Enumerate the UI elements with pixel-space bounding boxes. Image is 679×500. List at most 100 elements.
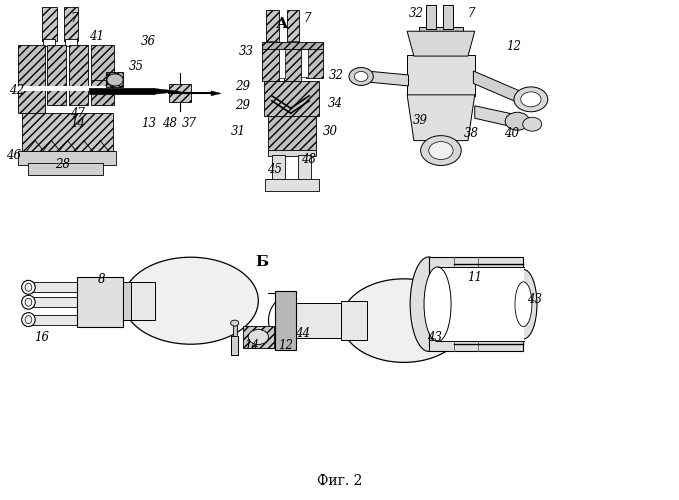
Ellipse shape (22, 295, 35, 309)
Bar (106, 72, 123, 88)
Text: 32: 32 (408, 8, 424, 20)
Text: 14: 14 (71, 116, 86, 130)
Text: 28: 28 (55, 158, 70, 171)
Text: Фиг. 2: Фиг. 2 (317, 474, 362, 488)
Text: 31: 31 (231, 125, 246, 138)
Bar (48, 88, 67, 105)
Bar (297, 154, 311, 180)
Ellipse shape (25, 284, 32, 292)
Text: Б: Б (255, 256, 268, 270)
Bar (29, 282, 83, 292)
Bar (29, 163, 103, 175)
Ellipse shape (25, 298, 32, 306)
Bar (437, 267, 524, 342)
Bar (268, 150, 316, 156)
Bar (426, 5, 436, 28)
Text: 35: 35 (129, 60, 144, 72)
Polygon shape (407, 55, 475, 96)
Bar (29, 297, 83, 307)
Text: 47: 47 (71, 107, 86, 120)
Circle shape (421, 136, 461, 166)
Text: 43: 43 (527, 293, 542, 306)
Ellipse shape (515, 282, 532, 327)
Bar (18, 86, 115, 88)
Bar (18, 150, 116, 166)
Bar (284, 47, 301, 81)
Ellipse shape (510, 270, 537, 339)
Bar (69, 88, 88, 105)
Text: 8: 8 (98, 274, 105, 286)
Text: 38: 38 (464, 126, 479, 140)
Bar (232, 336, 238, 355)
Bar (301, 48, 308, 77)
Bar (306, 47, 323, 78)
Bar (43, 38, 56, 46)
Text: 39: 39 (413, 114, 428, 127)
Bar (267, 41, 277, 47)
Ellipse shape (123, 257, 258, 344)
Bar (261, 47, 278, 81)
Bar (295, 303, 343, 338)
Circle shape (107, 74, 123, 86)
Polygon shape (475, 106, 521, 126)
Text: 41: 41 (88, 30, 104, 43)
Bar (272, 154, 285, 180)
Ellipse shape (410, 257, 447, 352)
Text: 48: 48 (162, 116, 177, 130)
Polygon shape (407, 31, 475, 56)
Bar (29, 314, 83, 324)
Text: А: А (276, 17, 288, 31)
Bar (65, 38, 77, 46)
Bar (128, 282, 155, 320)
Ellipse shape (22, 312, 35, 326)
Circle shape (523, 117, 542, 131)
Bar (428, 257, 524, 352)
Circle shape (505, 112, 530, 130)
Text: 29: 29 (235, 80, 250, 94)
Bar (91, 44, 114, 81)
Text: 12: 12 (278, 339, 293, 352)
Ellipse shape (341, 279, 466, 362)
Bar (64, 8, 79, 41)
Text: 34: 34 (328, 97, 343, 110)
Bar (48, 44, 67, 88)
Text: 16: 16 (35, 330, 50, 344)
Ellipse shape (424, 267, 451, 342)
Text: 14: 14 (244, 339, 259, 352)
Text: 43: 43 (426, 330, 441, 344)
Text: 48: 48 (301, 153, 316, 166)
Polygon shape (473, 71, 526, 106)
Circle shape (231, 320, 239, 326)
Bar (244, 326, 274, 348)
Text: 46: 46 (6, 149, 21, 162)
Bar (263, 81, 319, 116)
Polygon shape (367, 71, 409, 86)
Bar (90, 88, 153, 94)
Polygon shape (153, 88, 181, 94)
Circle shape (349, 68, 373, 86)
Text: 29: 29 (235, 100, 250, 112)
Bar (169, 84, 191, 102)
Bar (268, 116, 316, 150)
Text: 37: 37 (182, 116, 197, 130)
Text: 7: 7 (71, 12, 78, 26)
Circle shape (514, 87, 548, 112)
Text: 45: 45 (267, 163, 282, 176)
Text: 7: 7 (468, 8, 475, 20)
Ellipse shape (25, 316, 32, 324)
Bar (261, 42, 323, 48)
Ellipse shape (22, 280, 35, 294)
Bar (69, 44, 88, 88)
Bar (287, 41, 297, 47)
Text: 40: 40 (504, 126, 519, 140)
Text: 42: 42 (9, 84, 24, 98)
Circle shape (521, 92, 541, 107)
Text: 12: 12 (507, 40, 521, 52)
Bar (234, 323, 237, 336)
Bar (123, 282, 131, 320)
Bar (341, 300, 367, 341)
Text: 44: 44 (295, 326, 310, 340)
Polygon shape (211, 91, 221, 96)
Bar (265, 179, 319, 192)
Text: 33: 33 (239, 44, 254, 58)
